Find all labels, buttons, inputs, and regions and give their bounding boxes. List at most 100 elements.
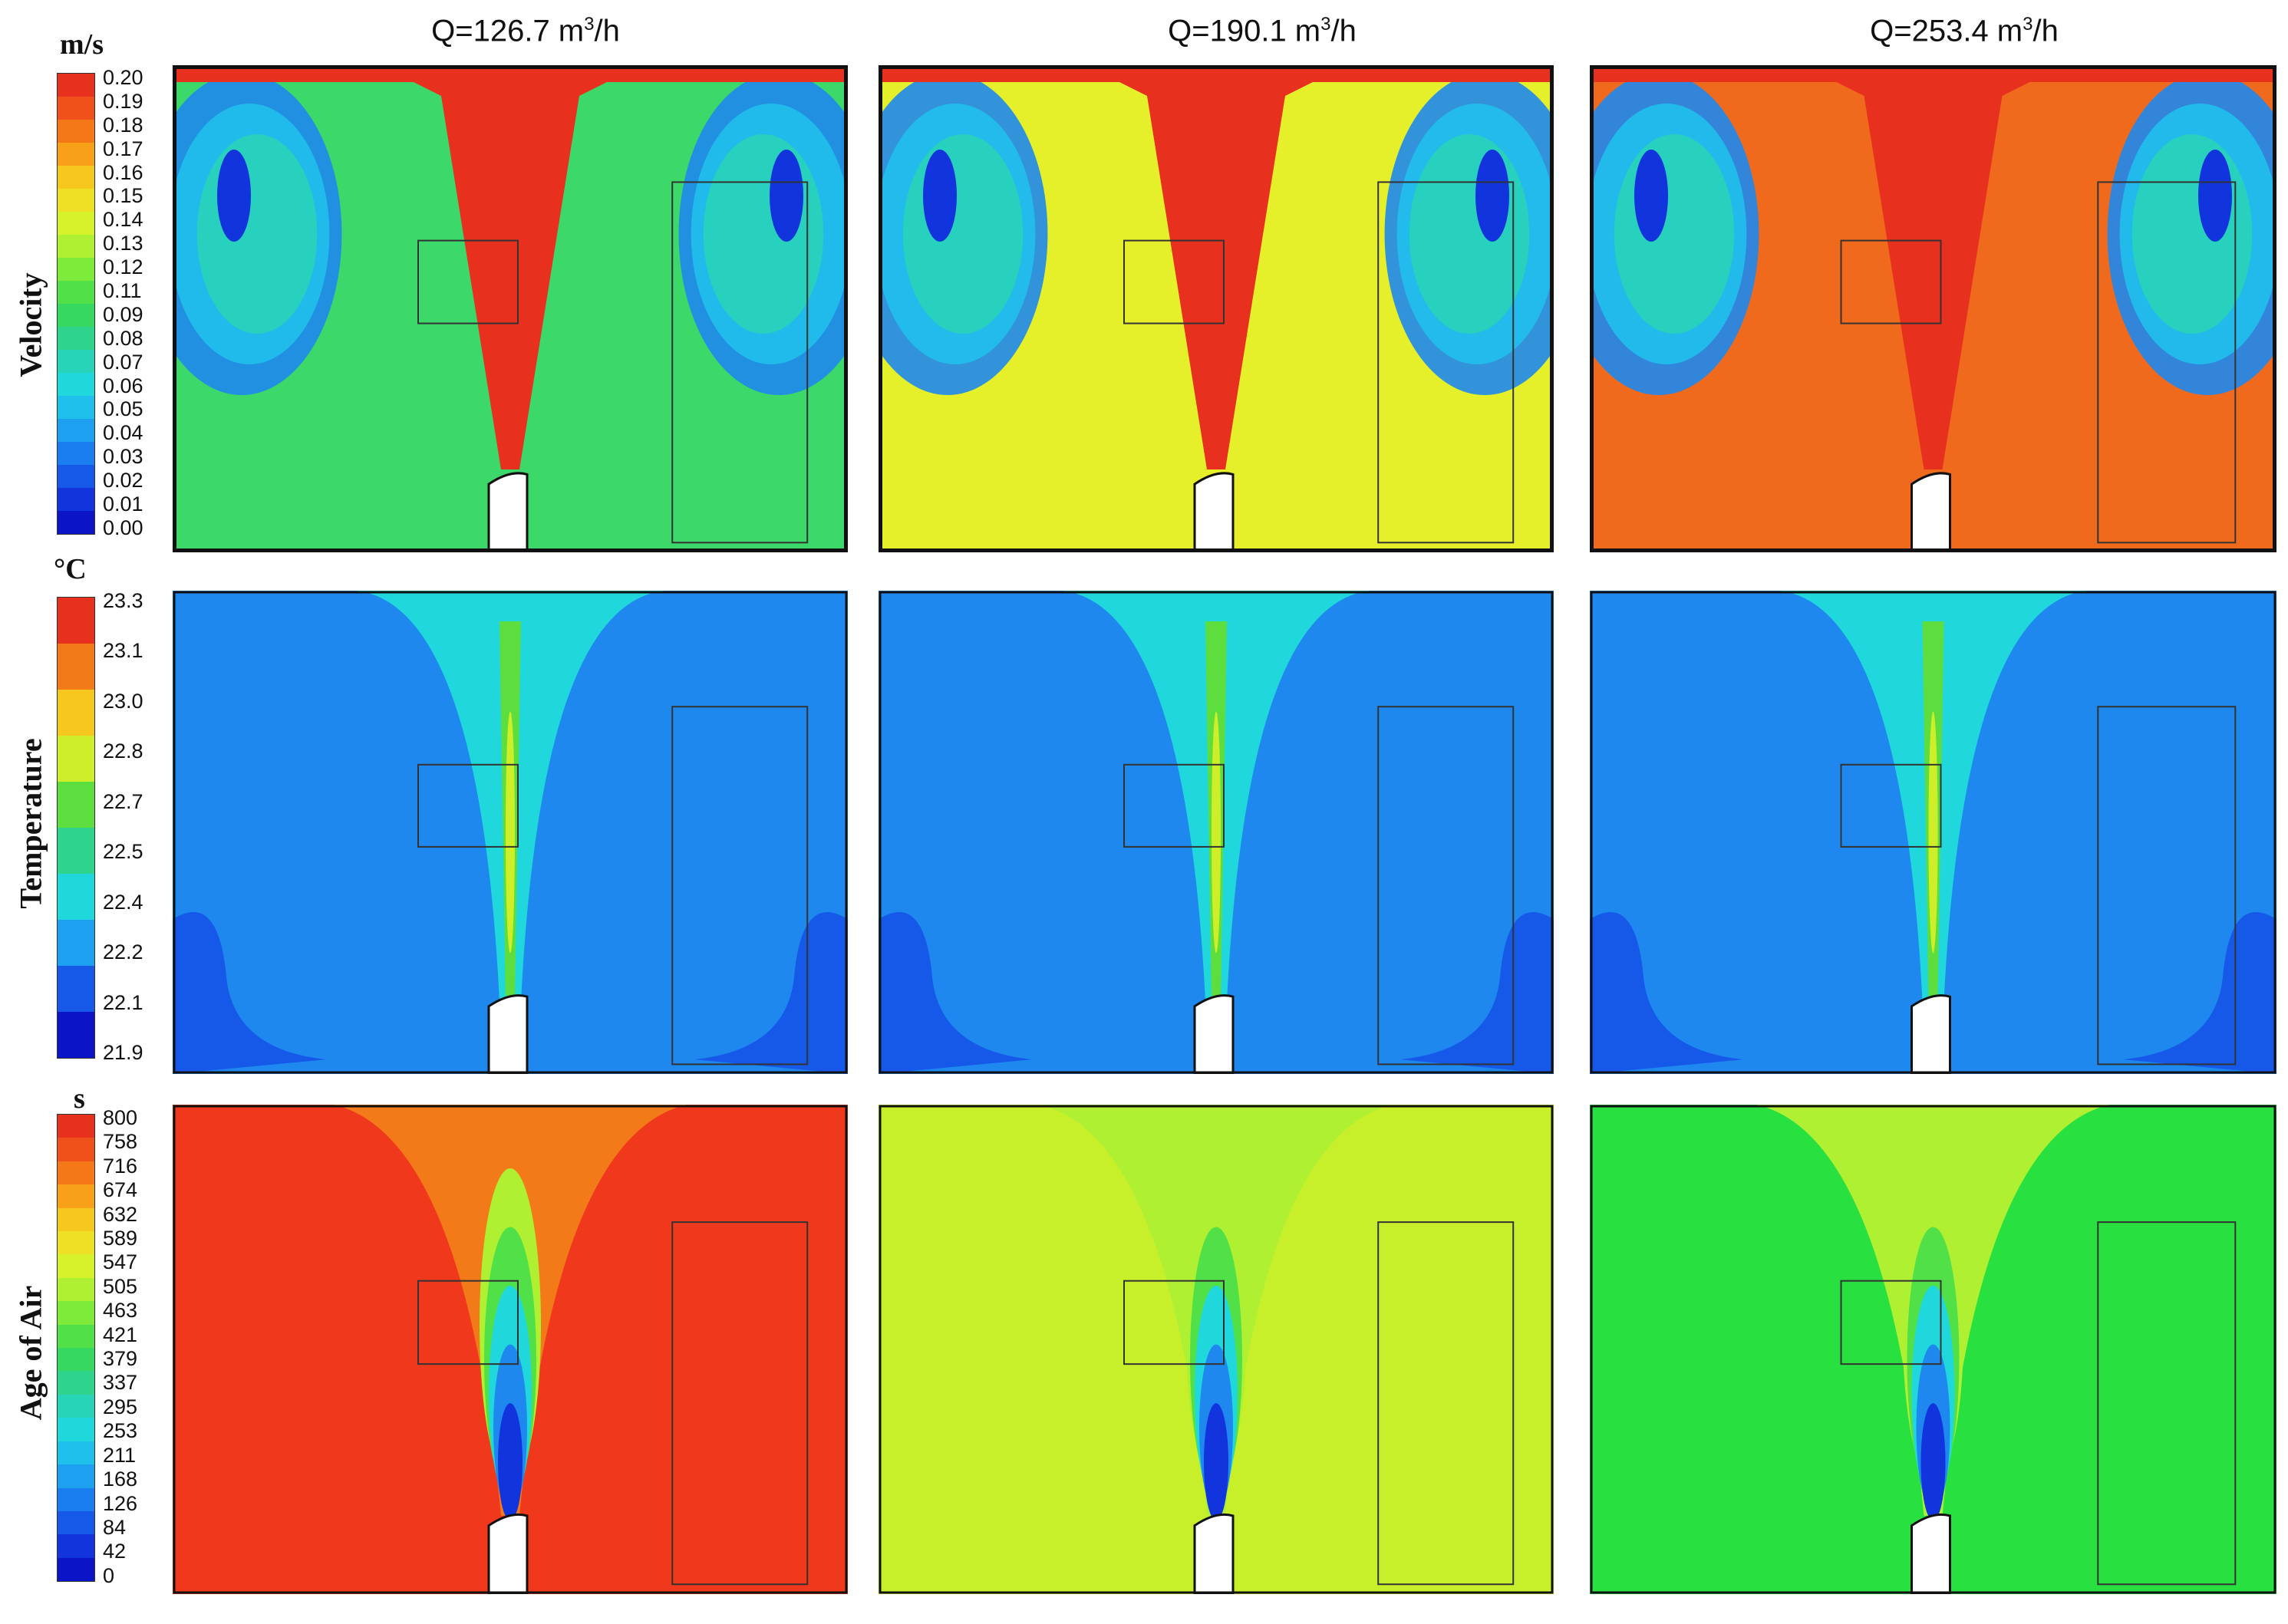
contour-plot: [1590, 591, 2276, 1074]
legend-swatch: [58, 598, 94, 644]
velocity-panel-q1267: [173, 65, 848, 552]
legend-tick-label: 0.06: [103, 374, 143, 397]
legend-swatch: [58, 304, 94, 327]
legend-tick-label: 632: [103, 1202, 138, 1226]
occupied-zone-box: [1377, 706, 1515, 1066]
legend-tick-label: 0.01: [103, 492, 143, 516]
legend-tick-label: 0.00: [103, 516, 143, 539]
legend-tick-label: 0.20: [103, 66, 143, 89]
legend-swatch: [58, 690, 94, 736]
cool-zone: [1400, 911, 1554, 1074]
warm-core: [1212, 711, 1221, 954]
legend-swatch: [58, 281, 94, 304]
legend-swatch: [58, 373, 94, 396]
occupied-zone-box: [1377, 181, 1515, 544]
occupied-zone-box: [671, 181, 809, 544]
legend-tick-label: 0.16: [103, 160, 143, 184]
age-contour: [1204, 1403, 1228, 1521]
age-panel-q1267: [173, 1105, 848, 1594]
legend-swatch: [58, 1464, 94, 1488]
legend-swatch: [58, 419, 94, 442]
legend-tick-label: 22.4: [103, 890, 143, 914]
legend-tick-label: 0.17: [103, 137, 143, 160]
legend-tick-label: 0.18: [103, 113, 143, 137]
legend-swatch: [58, 1371, 94, 1395]
row-label-age-of-air: Age of Air: [13, 1285, 48, 1421]
inner-box: [417, 763, 519, 848]
legend-swatch: [58, 1557, 94, 1582]
contour-plot: [1590, 1105, 2276, 1594]
supply-jet: [1802, 65, 2064, 470]
velocity-panel-q2534: [1590, 65, 2276, 552]
legend-tick-label: 0.13: [103, 232, 143, 255]
legend-tick-label: 23.3: [103, 589, 143, 612]
occupied-zone-box: [2097, 706, 2237, 1066]
column-title-1: Q=126.7 m3/h: [431, 14, 620, 48]
contour-plot: [173, 591, 848, 1074]
low-velocity-region: [1409, 134, 1530, 334]
legend-swatch: [58, 1254, 94, 1278]
age-contour: [1920, 1403, 1946, 1521]
panel-frame: [879, 591, 1554, 1074]
temperature-panel-q1267: [173, 591, 848, 1074]
legend-swatch: [58, 511, 94, 534]
legend-swatch: [58, 235, 94, 258]
legend-tick-label: 674: [103, 1178, 138, 1202]
vortex-core: [923, 150, 957, 242]
legend-tick-label: 0.12: [103, 255, 143, 279]
legend-swatch: [58, 644, 94, 690]
temperature-panel-q2534: [1590, 591, 2276, 1074]
contour-plot: [173, 1105, 848, 1594]
inner-box: [417, 1280, 519, 1365]
unit-temperature: °C: [54, 553, 87, 585]
supply-jet: [380, 65, 641, 470]
panel-frame: [1590, 1105, 2276, 1594]
legend-swatch: [58, 828, 94, 874]
supply-jet: [1086, 65, 1347, 470]
legend-swatch: [58, 212, 94, 235]
legend-swatch: [58, 1441, 94, 1465]
vortex-core: [1475, 150, 1509, 242]
legend-tick-label: 42: [103, 1540, 127, 1563]
legend-tick-label: 295: [103, 1395, 138, 1418]
legend-swatch: [58, 1301, 94, 1325]
legend-swatch: [58, 396, 94, 419]
legend-tick-label: 22.2: [103, 940, 143, 964]
legend-tick-label: 0.15: [103, 184, 143, 208]
air-terminal: [1911, 994, 1951, 1074]
legend-swatch: [58, 1487, 94, 1511]
velocity-panel-q1901: [879, 65, 1554, 552]
occupied-zone-box: [1377, 1221, 1515, 1586]
occupied-zone-box: [671, 1221, 809, 1586]
legend-tick-label: 0.19: [103, 89, 143, 113]
panel-frame: [173, 591, 848, 1074]
legend-swatch: [58, 782, 94, 828]
vortex-core: [2198, 150, 2232, 242]
occupied-zone-box: [671, 706, 809, 1066]
legend-swatch: [58, 74, 94, 97]
legend-swatch: [58, 874, 94, 920]
row-label-velocity: Velocity: [13, 272, 48, 377]
cool-zone: [173, 911, 326, 1074]
legend-tick-label: 22.8: [103, 740, 143, 763]
legend-tick-label: 211: [103, 1443, 137, 1467]
panel-frame: [173, 65, 848, 552]
air-terminal: [1193, 1513, 1235, 1594]
contour-plot: [173, 65, 848, 552]
contour-plot: [879, 1105, 1554, 1594]
panel-frame: [879, 65, 1554, 552]
legend-tick-label: 22.7: [103, 789, 143, 813]
legend-tick-label: 716: [103, 1154, 138, 1178]
legend-tick-label: 0.09: [103, 302, 143, 326]
panel-frame: [1590, 591, 2276, 1074]
legend-swatch: [58, 736, 94, 782]
legend-swatch: [58, 1394, 94, 1418]
legend-tick-label: 0.05: [103, 397, 143, 421]
legend-swatch: [58, 1184, 94, 1208]
age-contour: [498, 1403, 523, 1521]
legend-tick-label: 0.07: [103, 350, 143, 374]
low-velocity-region: [703, 134, 824, 334]
inner-box: [1123, 1280, 1225, 1365]
inner-box: [1840, 239, 1942, 324]
legend-swatch: [58, 1324, 94, 1349]
